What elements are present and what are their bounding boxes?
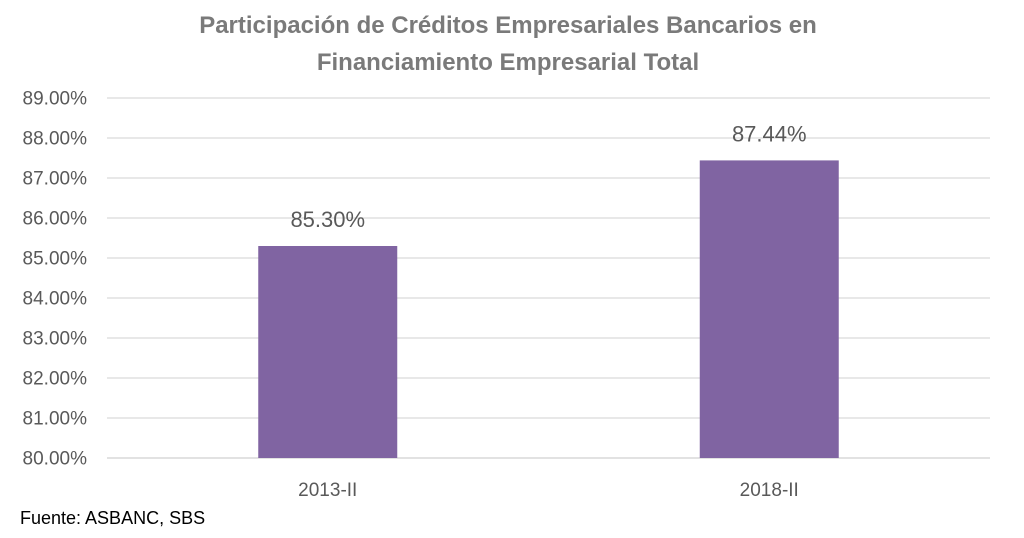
y-axis-tick-labels: 80.00% 81.00% 82.00% 83.00% 84.00% 85.00% 86.0… [23,89,88,470]
source-note: Fuente: ASBANC, SBS [20,508,206,528]
y-tick-label: 82.00% [23,369,88,390]
x-category-label: 2018-II [740,480,799,501]
chart-title: Participación de Créditos Empresariales … [199,12,817,76]
y-tick-label: 83.00% [23,329,88,350]
y-tick-label: 87.00% [23,169,88,190]
chart-title-line: Financiamiento Empresarial Total [317,49,699,76]
y-tick-label: 84.00% [23,289,88,310]
y-tick-label: 81.00% [23,409,88,430]
x-category-label: 2013-II [298,480,357,501]
y-tick-label: 86.00% [23,209,88,230]
y-tick-label: 80.00% [23,449,88,470]
x-axis-category-labels: 2013-II 2018-II [298,480,799,501]
bars [258,160,839,458]
y-tick-label: 89.00% [23,89,88,110]
bar [699,160,839,458]
data-label: 85.30% [290,207,365,232]
chart-title-line: Participación de Créditos Empresariales … [199,12,817,39]
data-labels: 85.30% 87.44% [290,121,806,232]
gridlines [107,97,990,459]
data-label: 87.44% [732,121,807,146]
y-tick-label: 85.00% [23,249,88,270]
y-tick-label: 88.00% [23,129,88,150]
bar [258,246,398,458]
